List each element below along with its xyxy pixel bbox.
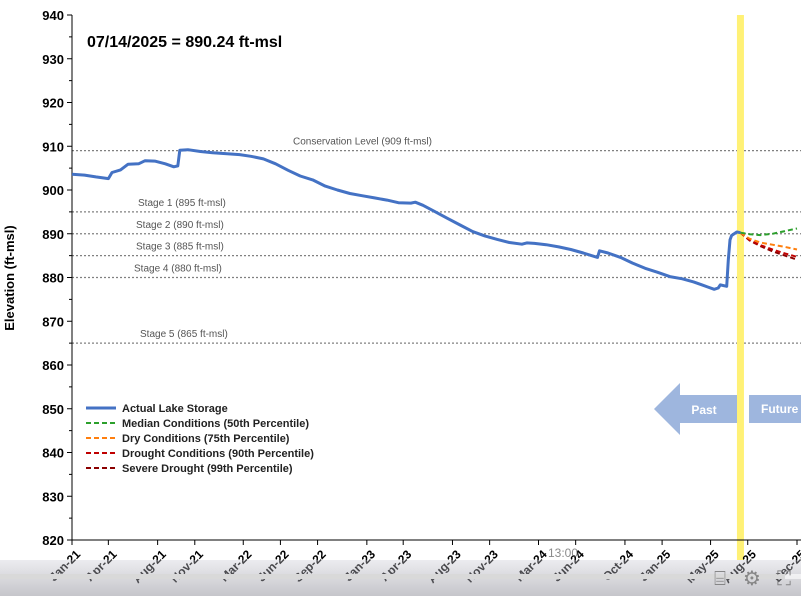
y-tick-label: 920: [42, 96, 64, 111]
series-line: [739, 231, 798, 258]
y-tick-label: 840: [42, 446, 64, 461]
y-tick-label: 850: [42, 402, 64, 417]
series-line: [739, 231, 798, 251]
legend-entry: Actual Lake Storage: [122, 403, 228, 415]
y-tick-label: 860: [42, 358, 64, 373]
settings-icon[interactable]: ⚙: [743, 566, 761, 590]
current-elevation-headline: 07/14/2025 = 890.24 ft-msl: [87, 34, 282, 51]
series-line: [740, 227, 798, 237]
y-tick-label: 820: [42, 533, 64, 548]
y-tick-label: 880: [42, 271, 64, 286]
y-axis-label: Elevation (ft-msl): [2, 225, 17, 330]
player-icon-group: ⌸ ⚙ ⛶: [709, 566, 795, 590]
reference-line-label: Conservation Level (909 ft-msl): [293, 137, 432, 148]
reference-line-label: Stage 1 (895 ft-msl): [138, 198, 226, 209]
past-future-arrows: Past Future: [654, 383, 801, 435]
legend-entry: Severe Drought (99th Percentile): [122, 463, 293, 475]
reference-line-label: Stage 3 (885 ft-msl): [136, 242, 224, 253]
legend-entry: Median Conditions (50th Percentile): [122, 418, 309, 430]
player-timestamp: 13:00: [548, 546, 579, 560]
legend-entry: Drought Conditions (90th Percentile): [122, 448, 314, 460]
y-tick-label: 930: [42, 52, 64, 67]
fullscreen-icon[interactable]: ⛶: [777, 566, 791, 590]
player-progress-fill: [0, 574, 785, 579]
series-layer: [71, 148, 798, 291]
y-tick-label: 900: [42, 183, 64, 198]
y-axis-ticks: 820 830 840 850 860 870 880 890 900 910 920 930 940: [42, 8, 72, 548]
reference-line-label: Stage 2 (890 ft-msl): [136, 220, 224, 231]
reference-line-label: Stage 5 (865 ft-msl): [140, 329, 228, 340]
reference-line-label: Stage 4 (880 ft-msl): [134, 264, 222, 275]
y-tick-label: 830: [42, 489, 64, 504]
past-arrow: [654, 383, 737, 435]
legend-entry: Dry Conditions (75th Percentile): [122, 433, 290, 445]
future-arrow: [749, 395, 801, 423]
y-tick-label: 910: [42, 139, 64, 154]
y-tick-label: 940: [42, 8, 64, 23]
legend: Actual Lake Storage Median Conditions (50…: [86, 403, 314, 475]
subtitles-icon[interactable]: ⌸: [714, 566, 726, 590]
stage-reference-lines: Conservation Level (909 ft-msl) Stage 1 (…: [72, 137, 801, 344]
series-line: [71, 148, 741, 291]
past-arrow-label: Past: [691, 403, 716, 417]
y-tick-label: 870: [42, 314, 64, 329]
y-tick-label: 890: [42, 227, 64, 242]
player-progress-bar[interactable]: [0, 574, 801, 579]
future-arrow-label: Future: [761, 402, 799, 416]
